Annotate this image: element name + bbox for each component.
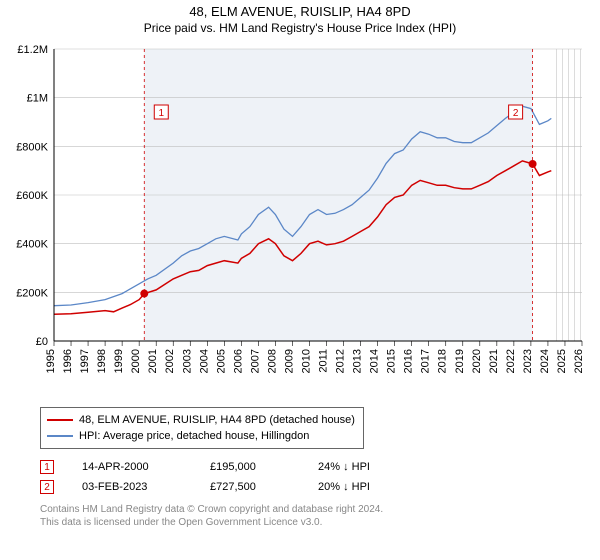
svg-text:2006: 2006 [232,349,244,373]
svg-text:1: 1 [158,108,164,119]
svg-text:2016: 2016 [403,349,415,373]
svg-text:£200K: £200K [16,287,48,299]
chart-title: 48, ELM AVENUE, RUISLIP, HA4 8PD [0,4,600,19]
svg-text:2024: 2024 [539,349,551,373]
svg-text:£1.2M: £1.2M [17,44,48,56]
event-date: 03-FEB-2023 [82,481,182,493]
svg-text:2009: 2009 [283,349,295,373]
titles: 48, ELM AVENUE, RUISLIP, HA4 8PD Price p… [0,0,600,35]
svg-text:2012: 2012 [335,349,347,373]
svg-text:2013: 2013 [352,349,364,373]
svg-text:2010: 2010 [300,349,312,373]
footer: Contains HM Land Registry data © Crown c… [40,503,590,529]
event-price: £195,000 [210,461,290,473]
legend-label: HPI: Average price, detached house, Hill… [79,430,309,442]
footer-line-1: Contains HM Land Registry data © Crown c… [40,503,590,516]
svg-text:2002: 2002 [164,349,176,373]
legend-swatch [47,419,73,421]
event-marker: 1 [40,460,54,474]
event-price: £727,500 [210,481,290,493]
svg-text:£600K: £600K [16,190,48,202]
svg-text:2022: 2022 [505,349,517,373]
svg-text:2014: 2014 [369,349,381,373]
svg-text:£800K: £800K [16,141,48,153]
svg-text:£400K: £400K [16,239,48,251]
svg-text:£1M: £1M [27,93,48,105]
svg-text:2011: 2011 [318,349,330,373]
chart-subtitle: Price paid vs. HM Land Registry's House … [0,21,600,35]
svg-text:1997: 1997 [79,349,91,373]
legend-swatch [47,435,73,437]
page: 48, ELM AVENUE, RUISLIP, HA4 8PD Price p… [0,0,600,560]
event-date: 14-APR-2000 [82,461,182,473]
svg-text:2020: 2020 [471,349,483,373]
svg-text:2000: 2000 [130,349,142,373]
event-delta: 24% ↓ HPI [318,461,408,473]
event-row: 2 03-FEB-2023 £727,500 20% ↓ HPI [40,477,590,497]
svg-text:2015: 2015 [386,349,398,373]
event-marker: 2 [40,480,54,494]
svg-text:2004: 2004 [198,349,210,373]
event-delta: 20% ↓ HPI [318,481,408,493]
legend: 48, ELM AVENUE, RUISLIP, HA4 8PD (detach… [40,407,364,449]
svg-text:2019: 2019 [454,349,466,373]
svg-text:2005: 2005 [215,349,227,373]
svg-text:2: 2 [513,108,519,119]
svg-text:2008: 2008 [266,349,278,373]
legend-label: 48, ELM AVENUE, RUISLIP, HA4 8PD (detach… [79,414,355,426]
event-row: 1 14-APR-2000 £195,000 24% ↓ HPI [40,457,590,477]
svg-text:1998: 1998 [96,349,108,373]
svg-text:2001: 2001 [147,349,159,373]
svg-text:£0: £0 [36,336,48,348]
svg-text:2017: 2017 [420,349,432,373]
line-chart: £0 £200K £400K £600K £800K £1M £1.2M 1995 1996 19… [10,41,590,401]
svg-text:1999: 1999 [113,349,125,373]
footer-line-2: This data is licensed under the Open Gov… [40,516,590,529]
legend-row: 48, ELM AVENUE, RUISLIP, HA4 8PD (detach… [47,412,357,428]
event-table: 1 14-APR-2000 £195,000 24% ↓ HPI 2 03-FEB-202… [40,457,590,497]
svg-text:2023: 2023 [522,349,534,373]
chart-area: £0 £200K £400K £600K £800K £1M £1.2M 1995 1996 19… [10,41,590,401]
svg-text:2018: 2018 [437,349,449,373]
svg-text:2007: 2007 [249,349,261,373]
legend-row: HPI: Average price, detached house, Hill… [47,428,357,444]
svg-text:2003: 2003 [181,349,193,373]
svg-text:1995: 1995 [45,349,57,373]
svg-text:2026: 2026 [573,349,585,373]
svg-text:2021: 2021 [488,349,500,373]
svg-text:2025: 2025 [556,349,568,373]
svg-text:1996: 1996 [62,349,74,373]
